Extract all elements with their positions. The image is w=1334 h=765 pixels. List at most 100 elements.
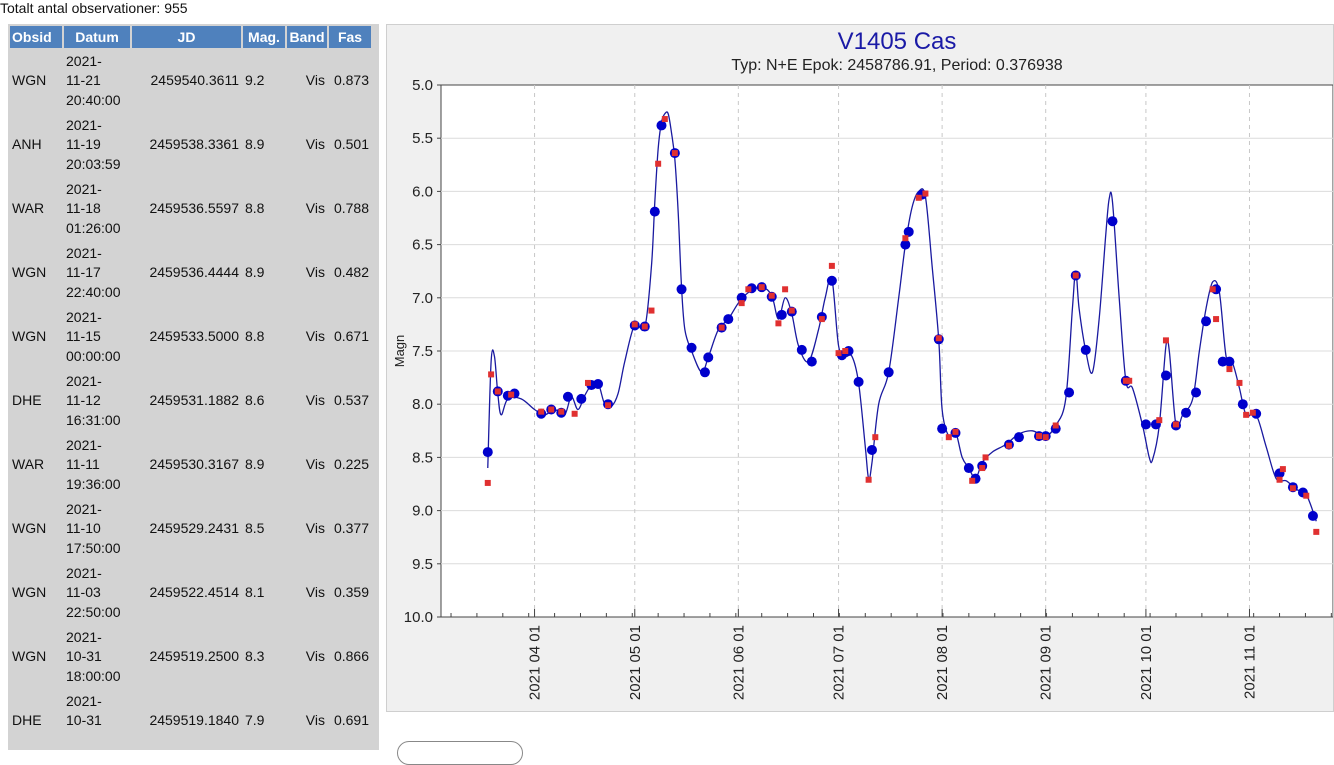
column-header-datum[interactable]: Datum (64, 26, 130, 48)
observation-point-blue (1191, 387, 1202, 398)
datum-part: 11-19 (66, 136, 101, 153)
table-row[interactable]: WGN 2021- 11-15 00:00:00 2459533.5000 8.8 Vis 0… (10, 306, 371, 368)
cell-obsid: WGN (10, 498, 62, 560)
table-row[interactable]: WAR 2021- 11-18 01:26:00 2459536.5597 8.8 Vis 0… (10, 178, 371, 240)
cell-datum: 2021- 11-18 01:26:00 (64, 178, 130, 240)
y-tick-label: 9.5 (412, 556, 433, 573)
observation-point-red (1276, 476, 1283, 483)
cell-mag: 8.9 (243, 434, 285, 496)
table-row[interactable]: WAR 2021- 11-11 19:36:00 2459530.3167 8.9 Vis 0… (10, 434, 371, 496)
observation-point-blue (703, 352, 714, 363)
datum-part: 11-15 (66, 328, 101, 345)
table-row[interactable]: WGN 2021- 11-10 17:50:00 2459529.2431 8.5 Vis 0… (10, 498, 371, 560)
datum-part: 2021- (66, 52, 102, 69)
observation-point-blue (806, 356, 817, 367)
x-tick-label: 2021 05 01 (627, 625, 644, 700)
cell-band: Vis (287, 434, 327, 496)
datum-part: 20:03:59 (66, 155, 121, 172)
bottom-button[interactable] (397, 741, 523, 765)
observation-point-blue (1064, 387, 1075, 398)
datum-part: 00:00:00 (66, 347, 121, 364)
observation-point-blue (1224, 356, 1235, 367)
total-observations-label: Totalt antal observationer: 955 (0, 0, 188, 16)
x-tick-label: 2021 06 01 (730, 625, 747, 700)
column-header-obsid[interactable]: Obsid (10, 26, 62, 48)
x-tick-label: 2021 10 01 (1138, 625, 1155, 700)
chart-canvas: 5.0 5.5 6.0 6.5 7.0 7.5 8.0 8.5 9.0 9.5 10.0 2021 0… (392, 28, 1333, 700)
observation-point-blue (1080, 344, 1091, 355)
table-row[interactable]: WGN 2021- 11-21 20:40:00 2459540.3611 9.2 Vis 0… (10, 50, 371, 112)
observation-point-red (1289, 485, 1296, 492)
table-header-row: Obsid Datum JD Mag. Band Fas (10, 26, 371, 48)
column-header-mag[interactable]: Mag. (243, 26, 285, 48)
observation-point-red (548, 406, 555, 413)
cell-fas: 0.691 (329, 690, 371, 750)
cell-datum: 2021- 10-31 18:00:00 (64, 626, 130, 688)
observation-point-red (1226, 366, 1233, 373)
datum-part: 17:50:00 (66, 539, 121, 556)
observation-point-red (538, 408, 545, 415)
y-tick-label: 6.5 (412, 237, 433, 254)
cell-band: Vis (287, 498, 327, 560)
observations-table: Obsid Datum JD Mag. Band Fas WGN 2021- 11-… (8, 24, 373, 750)
observation-point-red (571, 410, 578, 417)
datum-part: 2021- (66, 244, 102, 261)
cell-obsid: DHE (10, 690, 62, 750)
observation-point-red (979, 465, 986, 472)
datum-part: 2021- (66, 308, 102, 325)
cell-obsid: WGN (10, 562, 62, 624)
column-header-fas[interactable]: Fas (329, 26, 371, 48)
cell-jd: 2459531.1882 (132, 370, 241, 432)
observation-point-red (935, 335, 942, 342)
observations-table-container[interactable]: Obsid Datum JD Mag. Band Fas WGN 2021- 11-… (8, 24, 379, 750)
observation-point-red (1249, 409, 1256, 416)
datum-part: 11-17 (66, 264, 101, 281)
observation-point-red (1213, 316, 1220, 323)
observation-point-red (655, 160, 662, 167)
cell-datum: 2021- 11-10 17:50:00 (64, 498, 130, 560)
table-row[interactable]: ANH 2021- 11-19 20:03:59 2459538.3361 8.9 Vis 0… (10, 114, 371, 176)
datum-part: 11-21 (66, 72, 101, 89)
observation-point-blue (1181, 407, 1192, 418)
cell-fas: 0.866 (329, 626, 371, 688)
cell-jd: 2459536.5597 (132, 178, 241, 240)
table-row[interactable]: WGN 2021- 11-03 22:50:00 2459522.4514 8.1 Vis 0… (10, 562, 371, 624)
observation-point-blue (1107, 216, 1118, 227)
observation-point-blue (1160, 370, 1171, 381)
observation-point-blue (937, 423, 948, 434)
observation-point-blue (900, 239, 911, 250)
column-header-band[interactable]: Band (287, 26, 327, 48)
table-row[interactable]: DHE 2021- 11-12 16:31:00 2459531.1882 8.6 Vis 0… (10, 370, 371, 432)
observation-point-red (494, 388, 501, 395)
table-row[interactable]: WGN 2021- 11-17 22:40:00 2459536.4444 8.9 Vis 0… (10, 242, 371, 304)
y-tick-label: 5.0 (412, 77, 433, 94)
cell-mag: 8.8 (243, 178, 285, 240)
cell-mag: 8.9 (243, 114, 285, 176)
cell-obsid: WGN (10, 306, 62, 368)
observation-point-red (631, 321, 638, 328)
cell-band: Vis (287, 114, 327, 176)
observation-point-red (842, 348, 849, 354)
observation-point-blue (1237, 399, 1248, 410)
observation-point-red (1303, 492, 1310, 499)
cell-obsid: WAR (10, 434, 62, 496)
datum-part: 2021- (66, 116, 102, 133)
observation-point-blue (676, 284, 687, 295)
observation-point-red (758, 284, 765, 291)
observation-point-red (671, 150, 678, 157)
cell-mag: 8.1 (243, 562, 285, 624)
datum-part: 22:50:00 (66, 603, 121, 620)
table-row[interactable]: DHE 2021- 10-31 2459519.1840 7.9 Vis 0.691 (10, 690, 371, 750)
table-row[interactable]: WGN 2021- 10-31 18:00:00 2459519.2500 8.3 Vis 0… (10, 626, 371, 688)
y-tick-label: 8.5 (412, 449, 433, 466)
datum-part: 11-11 (66, 456, 100, 473)
observation-point-red (488, 371, 495, 378)
observation-point-blue (883, 367, 894, 378)
observation-point-blue (776, 309, 787, 320)
column-header-jd[interactable]: JD (132, 26, 241, 48)
datum-part: 2021- (66, 500, 102, 517)
cell-jd: 2459533.5000 (132, 306, 241, 368)
observations-table-body: WGN 2021- 11-21 20:40:00 2459540.3611 9.2 Vis 0… (10, 50, 371, 750)
observation-point-blue (482, 447, 493, 458)
observation-point-red (782, 286, 789, 293)
